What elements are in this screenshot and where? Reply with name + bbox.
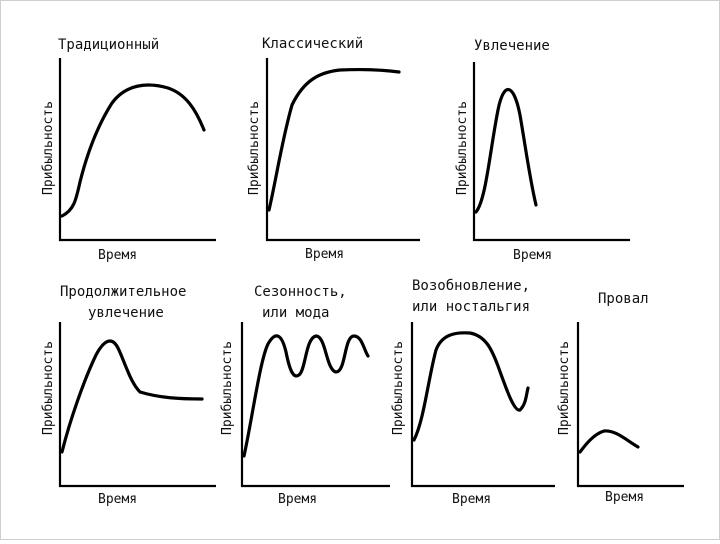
panel-revival: Возобновление, или ностальгия Прибыльнос… xyxy=(391,278,555,507)
profit-curve xyxy=(60,339,204,454)
x-axis-label: Время xyxy=(605,490,644,505)
profit-curve xyxy=(60,83,206,218)
axes xyxy=(410,322,555,488)
y-axis-label: Прибыльность xyxy=(41,341,56,435)
panel-title-line-2: или ностальгия xyxy=(412,299,530,315)
x-axis-label: Время xyxy=(452,492,491,507)
y-axis-label: Прибыльность xyxy=(557,341,572,435)
panel-classic: Классический Прибыльность Время xyxy=(247,36,420,262)
panel-title: Провал xyxy=(598,291,649,307)
panel-title-line-2: увлечение xyxy=(88,305,164,321)
panel-traditional: Традиционный Прибыльность Время xyxy=(41,37,216,263)
profit-curve xyxy=(578,429,640,454)
profit-curve xyxy=(267,68,401,212)
profit-curve xyxy=(242,334,370,458)
axes xyxy=(58,322,216,488)
panel-title-line-2: или мода xyxy=(262,305,329,321)
panel-title: Традиционный xyxy=(58,37,159,53)
axes xyxy=(472,62,630,242)
y-axis-label: Прибыльность xyxy=(247,101,262,195)
panel-seasonal: Сезонность, или мода Прибыльность Время xyxy=(220,284,390,507)
panel-fad: Увлечение Прибыльность Время xyxy=(455,38,630,263)
axes xyxy=(58,58,216,242)
x-axis-label: Время xyxy=(305,247,344,262)
axes xyxy=(265,58,420,242)
x-axis-label: Время xyxy=(98,492,137,507)
panel-title-line-1: Сезонность, xyxy=(254,284,347,300)
panel-title-line-1: Возобновление, xyxy=(412,278,530,294)
x-axis-label: Время xyxy=(98,248,137,263)
profit-curve xyxy=(412,331,530,442)
y-axis-label: Прибыльность xyxy=(455,101,470,195)
x-axis-label: Время xyxy=(278,492,317,507)
profit-curve xyxy=(474,87,538,214)
y-axis-label: Прибыльность xyxy=(220,341,235,435)
panel-extended-fad: Продолжительное увлечение Прибыльность В… xyxy=(41,284,216,507)
panel-title: Увлечение xyxy=(474,38,550,54)
panel-bust: Провал Прибыльность Время xyxy=(557,291,684,505)
axes xyxy=(240,322,390,488)
axes xyxy=(576,322,684,488)
x-axis-label: Время xyxy=(513,248,552,263)
panel-title: Классический xyxy=(262,36,363,52)
y-axis-label: Прибыльность xyxy=(391,341,406,435)
panel-title-line-1: Продолжительное xyxy=(60,284,186,300)
y-axis-label: Прибыльность xyxy=(41,101,56,195)
